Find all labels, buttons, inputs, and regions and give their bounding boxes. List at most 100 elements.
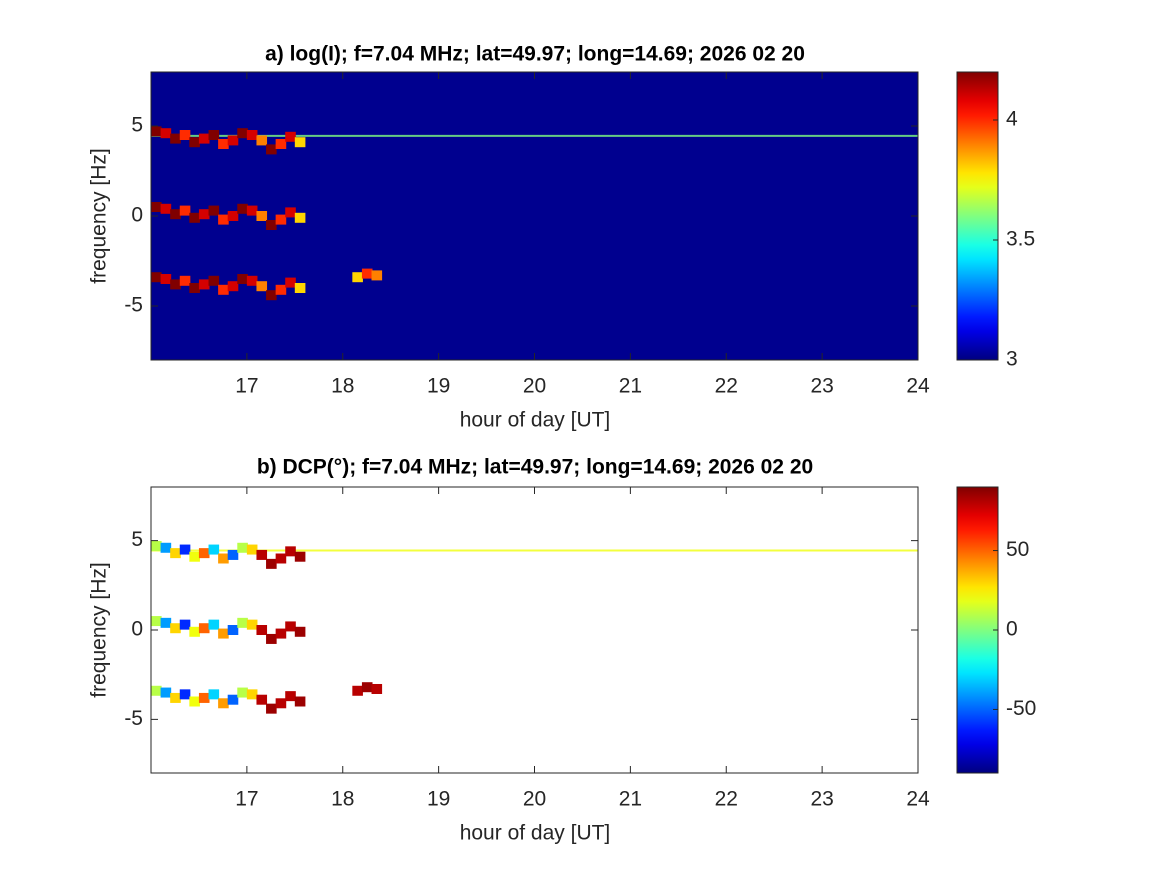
cell <box>237 274 248 284</box>
cell <box>285 131 296 142</box>
x-tick-label: 18 <box>331 375 354 398</box>
cell <box>179 689 191 700</box>
x-tick-label: 20 <box>523 375 546 398</box>
y-tick-label: -5 <box>124 294 143 317</box>
x-tick-label: 24 <box>906 375 930 398</box>
cell <box>170 279 181 290</box>
cell <box>256 625 268 635</box>
cell <box>371 683 383 694</box>
x-tick-label: 17 <box>235 788 258 811</box>
x-tick-label: 19 <box>427 788 450 811</box>
cell <box>227 135 239 146</box>
cell <box>256 281 268 292</box>
cell <box>160 203 172 214</box>
cell <box>246 205 258 216</box>
cell <box>266 558 277 569</box>
colorbar <box>956 486 999 774</box>
cell <box>256 135 268 146</box>
cell <box>275 698 287 709</box>
cell <box>227 211 239 221</box>
cell <box>227 549 239 560</box>
cell <box>189 626 200 637</box>
cell <box>237 617 248 628</box>
x-axis-label: hour of day [UT] <box>460 822 611 845</box>
cell <box>189 137 200 148</box>
cell <box>160 128 172 139</box>
x-tick-label: 22 <box>715 375 738 398</box>
cell <box>285 277 296 288</box>
cell <box>160 617 172 628</box>
y-axis-label: frequency [Hz] <box>88 148 111 283</box>
colorbar <box>956 71 999 361</box>
cell <box>285 691 296 702</box>
x-tick-label: 23 <box>810 375 833 398</box>
chart-title: a) log(I); f=7.04 MHz; lat=49.97; long=1… <box>265 43 805 66</box>
cell <box>266 220 277 230</box>
cell <box>179 544 191 555</box>
cell <box>371 270 383 281</box>
x-tick-label: 24 <box>906 788 930 811</box>
cell <box>198 548 210 559</box>
cell <box>256 211 268 221</box>
cell <box>246 275 258 286</box>
cell <box>151 540 162 551</box>
cell <box>266 703 277 714</box>
cell <box>256 694 268 705</box>
cell <box>361 268 373 279</box>
cell <box>294 137 306 148</box>
cell <box>151 616 162 627</box>
cell <box>160 542 172 553</box>
cell <box>179 130 191 140</box>
colorbar-tick-label: 0 <box>1006 618 1018 641</box>
x-tick-label: 22 <box>715 788 738 811</box>
cell <box>227 281 239 292</box>
y-tick-label: 5 <box>131 114 143 137</box>
cell <box>198 623 210 634</box>
cell <box>246 619 258 630</box>
x-tick-label: 19 <box>427 375 450 398</box>
chart-title: b) DCP(°); f=7.04 MHz; lat=49.97; long=1… <box>257 456 813 479</box>
cell <box>352 685 363 696</box>
cell <box>170 692 181 703</box>
cell <box>189 283 200 293</box>
cell <box>218 139 229 149</box>
cell <box>218 553 229 564</box>
cell <box>160 687 172 698</box>
cell <box>352 272 363 283</box>
cell <box>361 682 373 693</box>
cell <box>275 284 287 295</box>
cell <box>285 207 296 218</box>
cell <box>227 694 239 705</box>
cell <box>198 133 210 144</box>
cell <box>275 214 287 225</box>
cell <box>198 279 210 290</box>
x-axis-label: hour of day [UT] <box>460 409 611 432</box>
cell <box>160 274 172 284</box>
x-tick-label: 18 <box>331 788 354 811</box>
cell <box>189 551 200 562</box>
cell <box>237 128 248 139</box>
cell <box>294 212 306 223</box>
x-tick-label: 21 <box>619 375 642 398</box>
colorbar-tick-label: 50 <box>1006 538 1029 561</box>
cell <box>275 139 287 149</box>
cell <box>170 548 181 559</box>
cell <box>266 144 277 155</box>
cell <box>170 623 181 634</box>
cell <box>218 628 229 639</box>
cell <box>151 685 162 696</box>
cell <box>294 283 306 293</box>
cell <box>208 689 220 700</box>
x-tick-label: 21 <box>619 788 642 811</box>
colorbar-tick-label: 4 <box>1006 108 1018 131</box>
cell <box>246 544 258 555</box>
cell <box>256 549 268 560</box>
cell <box>189 696 200 707</box>
cell <box>208 205 220 216</box>
cell <box>275 628 287 639</box>
cell <box>227 625 239 635</box>
cell <box>198 209 210 220</box>
cell <box>246 689 258 700</box>
cell <box>266 290 277 301</box>
